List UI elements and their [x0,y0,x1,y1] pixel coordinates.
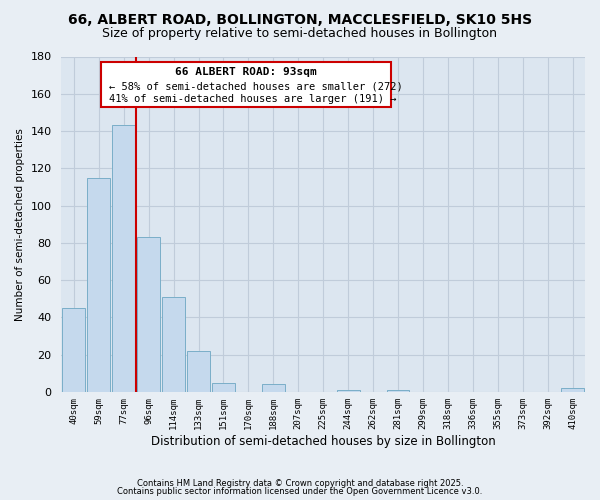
Bar [561,388,584,392]
Text: Size of property relative to semi-detached houses in Bollington: Size of property relative to semi-detach… [103,28,497,40]
Bar [112,126,135,392]
Bar [62,308,85,392]
Text: 66, ALBERT ROAD, BOLLINGTON, MACCLESFIELD, SK10 5HS: 66, ALBERT ROAD, BOLLINGTON, MACCLESFIEL… [68,12,532,26]
Text: 66 ALBERT ROAD: 93sqm: 66 ALBERT ROAD: 93sqm [175,68,317,78]
FancyBboxPatch shape [101,62,391,107]
Text: Contains HM Land Registry data © Crown copyright and database right 2025.: Contains HM Land Registry data © Crown c… [137,478,463,488]
Bar [212,382,235,392]
Bar [187,351,210,392]
Bar [137,237,160,392]
Text: Contains public sector information licensed under the Open Government Licence v3: Contains public sector information licen… [118,487,482,496]
Bar [88,178,110,392]
X-axis label: Distribution of semi-detached houses by size in Bollington: Distribution of semi-detached houses by … [151,434,496,448]
Bar [162,297,185,392]
Text: ← 58% of semi-detached houses are smaller (272): ← 58% of semi-detached houses are smalle… [109,82,402,92]
Bar [337,390,359,392]
Bar [262,384,285,392]
Y-axis label: Number of semi-detached properties: Number of semi-detached properties [15,128,25,320]
Bar [386,390,409,392]
Text: 41% of semi-detached houses are larger (191) →: 41% of semi-detached houses are larger (… [109,94,396,104]
